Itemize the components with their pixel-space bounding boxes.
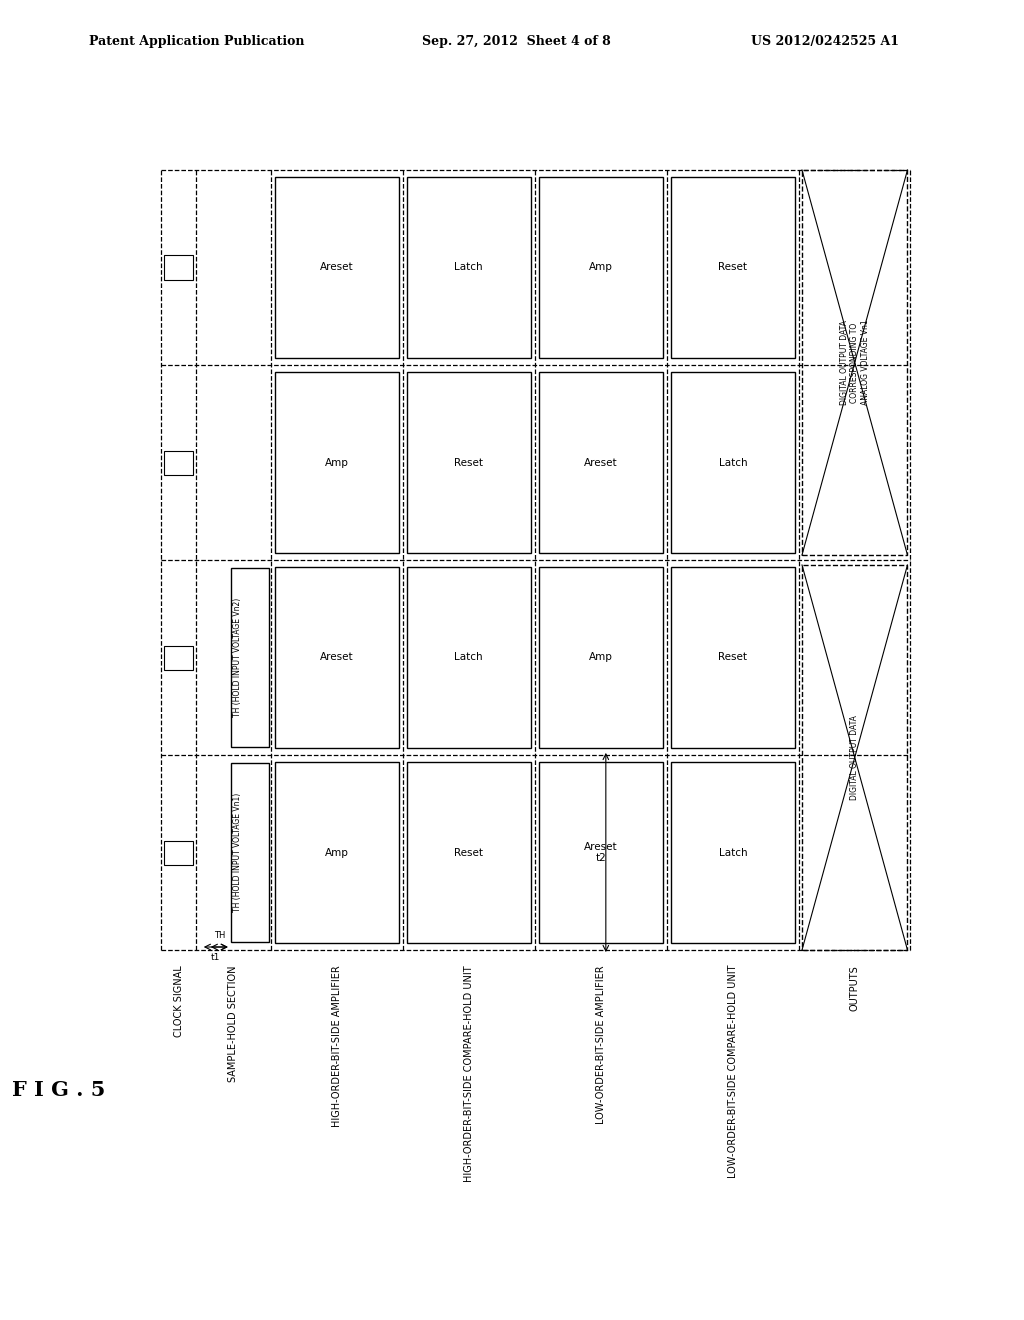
Bar	[539, 762, 663, 942]
Text: Amp: Amp	[325, 458, 348, 467]
Text: Areset: Areset	[584, 458, 617, 467]
Text: Amp: Amp	[589, 652, 612, 663]
Bar	[671, 177, 795, 358]
Bar	[165, 256, 193, 280]
Text: Latch: Latch	[719, 847, 748, 858]
Bar	[802, 565, 907, 950]
Text: CLOCK SIGNAL: CLOCK SIGNAL	[174, 965, 183, 1036]
Text: Amp: Amp	[325, 847, 348, 858]
Text: US 2012/0242525 A1: US 2012/0242525 A1	[751, 36, 899, 48]
Bar	[274, 568, 398, 748]
Text: Reset: Reset	[719, 652, 748, 663]
Bar	[671, 372, 795, 553]
Text: TH (HOLD INPUT VOLTAGE Vn1): TH (HOLD INPUT VOLTAGE Vn1)	[232, 793, 242, 912]
Text: Latch: Latch	[455, 263, 483, 272]
Bar	[407, 177, 530, 358]
Text: HIGH-ORDER-BIT-SIDE COMPARE-HOLD UNIT: HIGH-ORDER-BIT-SIDE COMPARE-HOLD UNIT	[464, 965, 474, 1181]
Text: Latch: Latch	[719, 458, 748, 467]
Text: Reset: Reset	[455, 458, 483, 467]
Text: DIGITAL OUTPUT DATA: DIGITAL OUTPUT DATA	[850, 715, 859, 800]
Bar	[671, 762, 795, 942]
Bar	[165, 450, 193, 474]
Text: t1: t1	[211, 953, 220, 962]
Text: TH: TH	[214, 931, 225, 940]
Bar	[407, 762, 530, 942]
Text: OUTPUTS: OUTPUTS	[850, 965, 860, 1011]
Text: LOW-ORDER-BIT-SIDE COMPARE-HOLD UNIT: LOW-ORDER-BIT-SIDE COMPARE-HOLD UNIT	[728, 965, 738, 1179]
Bar	[230, 568, 268, 747]
Text: Sep. 27, 2012  Sheet 4 of 8: Sep. 27, 2012 Sheet 4 of 8	[422, 36, 611, 48]
Text: Areset: Areset	[319, 652, 353, 663]
Text: Amp: Amp	[589, 263, 612, 272]
Text: Latch: Latch	[455, 652, 483, 663]
Bar	[539, 177, 663, 358]
Bar	[230, 763, 268, 942]
Bar	[407, 568, 530, 748]
Bar	[274, 372, 398, 553]
Bar	[539, 568, 663, 748]
Text: TH (HOLD INPUT VOLTAGE Vn2): TH (HOLD INPUT VOLTAGE Vn2)	[232, 598, 242, 717]
Bar	[539, 372, 663, 553]
Bar	[802, 170, 907, 554]
Text: LOW-ORDER-BIT-SIDE AMPLIFIER: LOW-ORDER-BIT-SIDE AMPLIFIER	[596, 965, 606, 1123]
Text: DIGITAL OUTPUT DATA
CORRESPONDING TO
ANALOG VOLTAGE Vn1: DIGITAL OUTPUT DATA CORRESPONDING TO ANA…	[840, 319, 869, 405]
Text: Areset: Areset	[319, 263, 353, 272]
Text: SAMPLE-HOLD SECTION: SAMPLE-HOLD SECTION	[228, 965, 239, 1081]
Text: Patent Application Publication: Patent Application Publication	[89, 36, 304, 48]
Bar	[274, 762, 398, 942]
Text: HIGH-ORDER-BIT-SIDE AMPLIFIER: HIGH-ORDER-BIT-SIDE AMPLIFIER	[332, 965, 342, 1127]
Bar	[274, 177, 398, 358]
Bar	[165, 841, 193, 865]
Text: Areset
t2: Areset t2	[584, 842, 617, 863]
Bar	[407, 372, 530, 553]
Text: Reset: Reset	[719, 263, 748, 272]
Bar	[165, 645, 193, 669]
Text: F I G . 5: F I G . 5	[12, 1080, 105, 1100]
Text: Reset: Reset	[455, 847, 483, 858]
Bar	[671, 568, 795, 748]
